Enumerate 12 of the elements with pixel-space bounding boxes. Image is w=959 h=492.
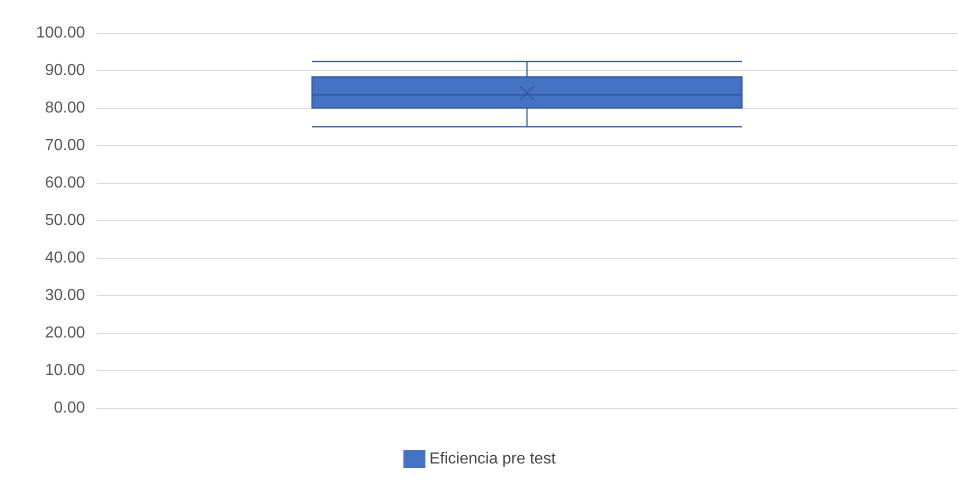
y-tick-label: 60.00 [44,174,86,192]
y-tick-label: 70.00 [44,137,86,154]
y-tick-label: 40.00 [44,250,86,266]
y-tick-label: 20.00 [44,324,86,342]
y-tick-label: 100.00 [36,24,86,42]
y-tick-label: 90.00 [44,62,86,79]
y-tick-label: 80.00 [44,100,86,116]
y-tick-label: 50.00 [44,212,86,229]
y-tick-label: 0.00 [54,400,86,416]
y-tick-label: 30.00 [44,287,86,304]
y-tick-label: 10.00 [44,362,86,379]
legend-label: Eficiencia pre test [429,450,556,468]
